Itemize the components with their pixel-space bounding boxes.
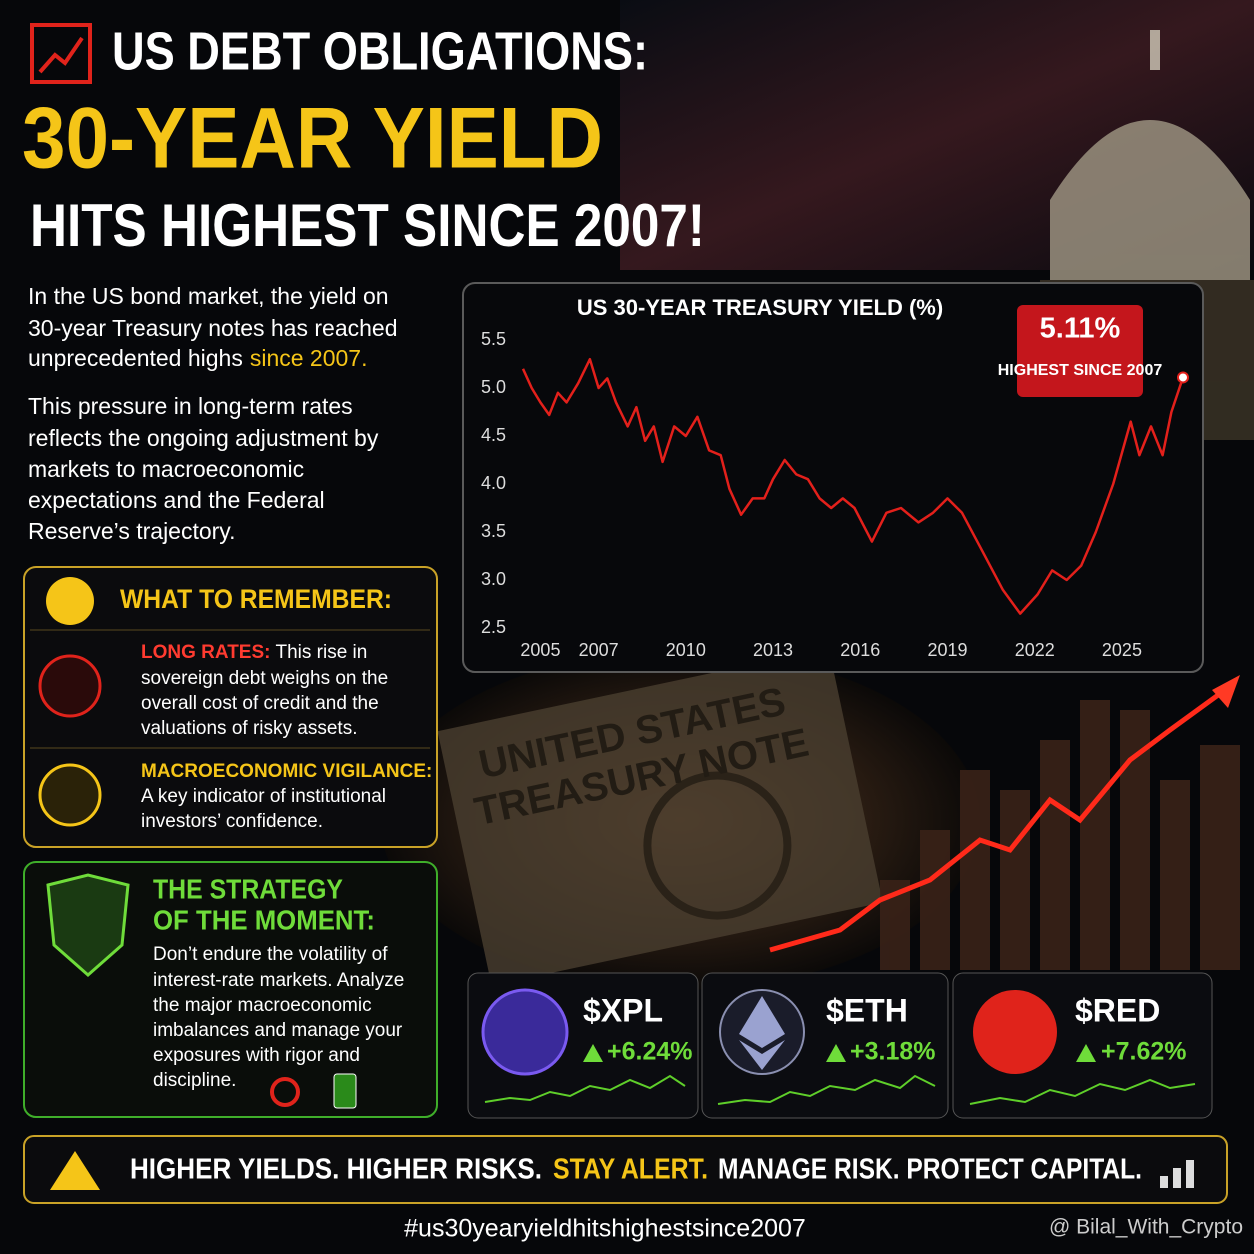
intro-line: In the US bond market, the yield on — [28, 283, 389, 309]
item-line: investors’ confidence. — [141, 811, 323, 832]
bulb-icon — [46, 577, 94, 625]
title-line: 30-YEAR YIELD — [22, 91, 603, 187]
x-tick-label: 2013 — [753, 640, 793, 660]
annotation-text: HIGHEST SINCE 2007 — [998, 362, 1163, 379]
treasury-note: UNITED STATES TREASURY NOTE — [437, 648, 883, 986]
shield-icon — [46, 873, 130, 978]
header-icon — [38, 36, 84, 74]
strategy-line: exposures with rigor and — [153, 1045, 360, 1066]
chart: 2.5 3.0 3.5 4.0 4.5 5.0 5.5 2005 2007 2010 2013 201… — [481, 329, 1189, 660]
ticker-cards: $XPL $ETH $RED +6.24% +3.18% +7.62% — [467, 972, 1213, 1119]
people-icon — [38, 763, 102, 827]
sparkline — [717, 1074, 936, 1105]
remember-box — [23, 566, 438, 848]
y-tick-label: 3.5 — [481, 521, 506, 541]
intro-text: unprecedented highs — [28, 345, 243, 371]
y-tick-label: 2.5 — [481, 617, 506, 637]
strategy-title: THE STRATEGY — [153, 873, 343, 904]
intro-line: This pressure in long-term rates — [28, 393, 353, 419]
item-line: A key indicator of institutional — [141, 786, 386, 807]
hashtag: #us30yearyieldhitshighestsince2007 — [404, 1215, 806, 1243]
item-line: LONG RATES: This rise in — [141, 642, 367, 663]
strategy-line: the major macroeconomic — [153, 995, 372, 1016]
x-tick-label: 2025 — [1102, 640, 1142, 660]
y-tick-label: 4.0 — [481, 473, 506, 493]
bars-icon — [1160, 1160, 1194, 1188]
target-icon — [270, 1077, 300, 1107]
title-line: US DEBT OBLIGATIONS: — [112, 21, 648, 81]
banner-text: STAY ALERT. — [553, 1154, 708, 1186]
strategy-line: discipline. — [153, 1070, 236, 1091]
intro-line: reflects the ongoing adjustment by — [28, 425, 379, 451]
title-line: HITS HIGHEST SINCE 2007! — [30, 192, 705, 259]
y-tick-label: 5.0 — [481, 377, 506, 397]
eth-logo — [739, 996, 785, 1070]
x-tick-label: 2007 — [579, 640, 619, 660]
item-text: This rise in — [275, 642, 367, 663]
ticker-name: $ETH — [826, 992, 908, 1028]
remember-item: MACROECONOMIC VIGILANCE: A key indicator… — [141, 761, 432, 832]
intro-line: unprecedented highs since 2007. — [28, 345, 367, 371]
up-arrow — [583, 1044, 603, 1062]
warning-icon — [50, 1151, 100, 1190]
chart-title: US 30-YEAR TREASURY YIELD (%) — [577, 295, 943, 320]
intro: In the US bond market, the yield on 30-y… — [28, 283, 397, 544]
strategy-box — [23, 861, 438, 1118]
item-label: LONG RATES: — [141, 642, 270, 663]
ticker-change: +7.62% — [1101, 1038, 1187, 1066]
strategy-line: Don’t endure the volatility of — [153, 944, 388, 965]
y-tick-label: 5.5 — [481, 329, 506, 349]
annotation-value: 5.11% — [1040, 313, 1121, 345]
deco-arrow — [769, 687, 1227, 953]
xpl-logo — [481, 988, 569, 1076]
sparkline — [484, 1074, 686, 1103]
sparkline — [969, 1078, 1196, 1105]
y-tick-label: 4.5 — [481, 425, 506, 445]
ticker-name: $RED — [1075, 992, 1160, 1028]
item-line: overall cost of credit and the — [141, 693, 379, 714]
remember-title: WHAT TO REMEMBER: — [120, 584, 392, 614]
banner — [23, 1135, 1228, 1204]
ticker-change: +3.18% — [850, 1038, 936, 1066]
battery-icon — [333, 1073, 357, 1109]
deco-arrowhead — [1212, 675, 1240, 708]
strategy-line: imbalances and manage your — [153, 1020, 403, 1041]
x-tick-label: 2016 — [840, 640, 880, 660]
intro-highlight: since 2007. — [250, 345, 368, 371]
ticker-name: $XPL — [583, 992, 663, 1028]
strategy-text: Don’t endure the volatility of interest-… — [153, 944, 404, 1091]
banner-text: HIGHER YIELDS. HIGHER RISKS. — [130, 1154, 542, 1186]
banner-text: MANAGE RISK. PROTECT CAPITAL. — [718, 1154, 1142, 1186]
y-tick-label: 3.0 — [481, 569, 506, 589]
strategy-title: OF THE MOMENT: — [153, 904, 375, 935]
end-point — [1177, 371, 1189, 384]
intro-line: markets to macroeconomic — [28, 456, 304, 482]
handle: @ Bilal_With_Crypto — [1049, 1216, 1243, 1239]
x-tick-label: 2010 — [666, 640, 706, 660]
annotation-box — [1017, 305, 1143, 397]
x-tick-label: 2005 — [520, 640, 560, 660]
x-tick-label: 2022 — [1015, 640, 1055, 660]
item-line: valuations of risky assets. — [141, 718, 357, 739]
up-arrow — [826, 1044, 846, 1062]
yield-line — [521, 357, 1185, 615]
item-line: sovereign debt weighs on the — [141, 668, 388, 689]
header-icon — [30, 23, 92, 84]
item-label: MACROECONOMIC VIGILANCE: — [141, 761, 432, 782]
intro-line: Reserve’s trajectory. — [28, 518, 236, 544]
intro-line: 30-year Treasury notes has reached — [28, 315, 397, 341]
intro-line: expectations and the Federal — [28, 487, 325, 513]
rates-icon — [38, 654, 102, 718]
x-tick-label: 2019 — [927, 640, 967, 660]
strategy-line: interest-rate markets. Analyze — [153, 970, 404, 991]
ticker-change: +6.24% — [607, 1038, 693, 1066]
red-logo — [973, 990, 1057, 1074]
remember-item: LONG RATES: This rise in sovereign debt w… — [141, 642, 388, 739]
up-arrow — [1076, 1044, 1096, 1062]
